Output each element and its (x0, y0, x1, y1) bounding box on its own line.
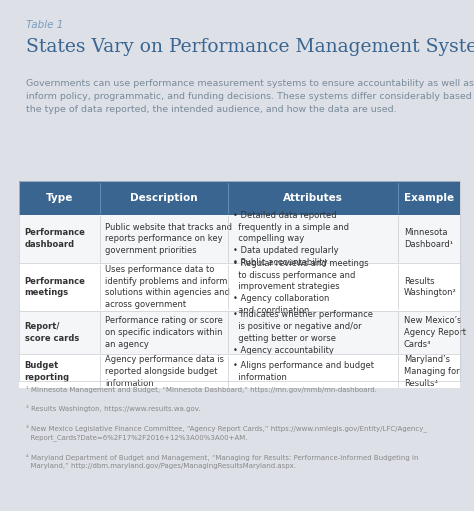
Text: States Vary on Performance Management Systems: States Vary on Performance Management Sy… (26, 38, 474, 56)
Bar (19, 354, 460, 388)
Text: Agency performance data is
reported alongside budget
information: Agency performance data is reported alon… (105, 355, 224, 387)
Text: Table 1: Table 1 (26, 20, 64, 31)
Text: Example: Example (404, 193, 454, 203)
Text: • Regular reviews and meetings
  to discuss performance and
  improvement strate: • Regular reviews and meetings to discus… (233, 259, 369, 315)
Bar (19, 215, 460, 263)
Text: Maryland’s
Managing for
Results⁴: Maryland’s Managing for Results⁴ (404, 355, 459, 387)
Text: New Mexico’s
Agency Report
Cards³: New Mexico’s Agency Report Cards³ (404, 316, 466, 349)
Text: Performance rating or score
on specific indicators within
an agency: Performance rating or score on specific … (105, 316, 223, 349)
Text: ¹ Minnesota Management and Budget, “Minnesota Dashboard,” https://mn.gov/mmb/mn-: ¹ Minnesota Management and Budget, “Minn… (26, 386, 377, 393)
Text: ² Results Washington, https://www.results.wa.gov.: ² Results Washington, https://www.result… (26, 405, 201, 412)
Bar (19, 181, 460, 381)
Text: Performance
dashboard: Performance dashboard (25, 228, 85, 249)
Text: ³ New Mexico Legislative Finance Committee, “Agency Report Cards,” https://www.n: ³ New Mexico Legislative Finance Committ… (26, 425, 427, 441)
Text: Minnesota
Dashboard¹: Minnesota Dashboard¹ (404, 228, 453, 249)
Bar (19, 181, 460, 215)
Text: Report/
score cards: Report/ score cards (25, 322, 79, 343)
Text: Public website that tracks and
reports performance on key
government priorities: Public website that tracks and reports p… (105, 223, 232, 255)
Bar (19, 181, 460, 381)
Text: Results
Washington²: Results Washington² (404, 276, 456, 297)
Text: ⁴ Maryland Department of Budget and Management, “Managing for Results: Performan: ⁴ Maryland Department of Budget and Mana… (26, 454, 419, 469)
Text: Attributes: Attributes (283, 193, 343, 203)
Text: Description: Description (130, 193, 197, 203)
Text: Performance
meetings: Performance meetings (25, 276, 85, 297)
Text: • Detailed data reported
  frequently in a simple and
  compelling way
• Data up: • Detailed data reported frequently in a… (233, 211, 349, 267)
Text: Governments can use performance measurement systems to ensure accountability as : Governments can use performance measurem… (26, 79, 474, 114)
Text: • Aligns performance and budget
  information: • Aligns performance and budget informat… (233, 361, 374, 382)
Text: Budget
reporting: Budget reporting (25, 361, 70, 382)
Text: Uses performance data to
identify problems and inform
solutions within agencies : Uses performance data to identify proble… (105, 265, 230, 309)
Bar (19, 263, 460, 311)
Text: Type: Type (46, 193, 73, 203)
Bar (19, 311, 460, 354)
Text: • Indicates whether performance
  is positive or negative and/or
  getting bette: • Indicates whether performance is posit… (233, 310, 373, 355)
